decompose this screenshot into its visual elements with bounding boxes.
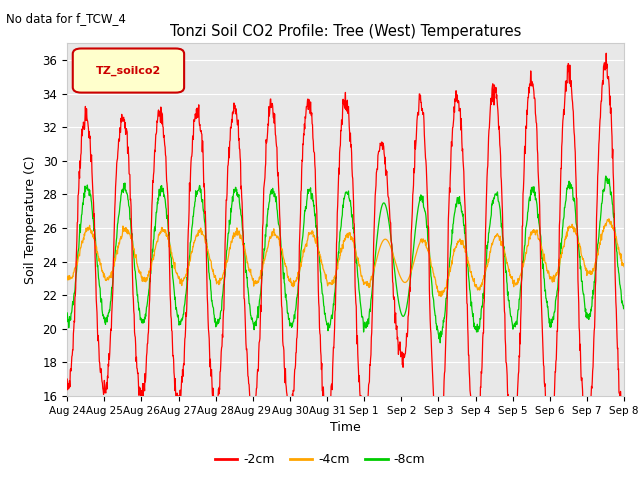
Text: No data for f_TCW_4: No data for f_TCW_4 [6,12,126,25]
Text: TZ_soilco2: TZ_soilco2 [96,66,161,76]
Title: Tonzi Soil CO2 Profile: Tree (West) Temperatures: Tonzi Soil CO2 Profile: Tree (West) Temp… [170,24,522,39]
Legend: -2cm, -4cm, -8cm: -2cm, -4cm, -8cm [209,448,431,471]
X-axis label: Time: Time [330,421,361,434]
FancyBboxPatch shape [73,48,184,93]
Y-axis label: Soil Temperature (C): Soil Temperature (C) [24,156,37,284]
